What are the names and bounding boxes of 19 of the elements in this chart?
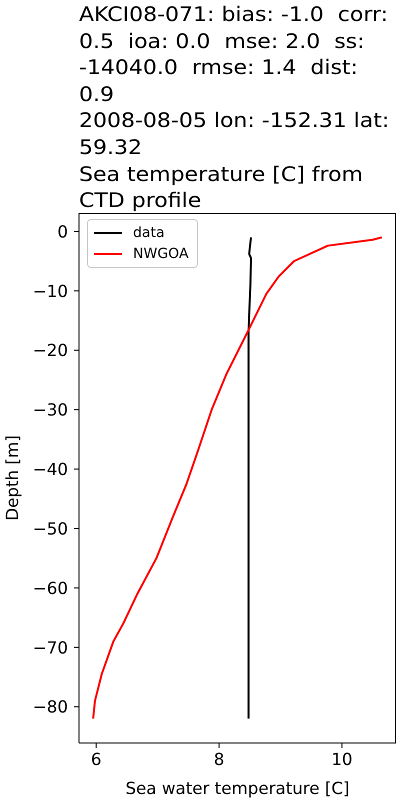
y-axis-title: Depth [m] <box>2 435 22 521</box>
y-tick-label: −50 <box>32 518 68 538</box>
chart-title: AKCI08-071: bias: -1.0 corr: 0.5 ioa: 0.0 mse: 2.0 ss: -14040.0 rmse: 1.4 dist: 0.9 2008-08-05 lon: -152.31 lat: 59.32 Sea temperature [C] from CTD profile <box>79 1 390 214</box>
y-tick-label: −30 <box>32 400 68 420</box>
legend-label: NWGOA <box>133 246 189 262</box>
line-series <box>92 236 383 720</box>
y-tick-label: 0 <box>57 221 68 242</box>
x-tick-label: 6 <box>90 748 102 769</box>
y-tick-label: −60 <box>32 578 68 598</box>
y-tick-label: −20 <box>32 340 68 360</box>
y-tick-label: −70 <box>32 637 68 658</box>
x-axis-title: Sea water temperature [C] <box>125 778 350 798</box>
legend-label: data <box>133 224 165 240</box>
y-tick-label: −10 <box>32 280 68 301</box>
line-series <box>248 236 252 720</box>
y-tick-label: −80 <box>32 696 68 717</box>
y-tick-label: −40 <box>32 459 68 480</box>
x-tick-label: 10 <box>331 748 353 769</box>
x-tick-label: 8 <box>214 748 224 769</box>
